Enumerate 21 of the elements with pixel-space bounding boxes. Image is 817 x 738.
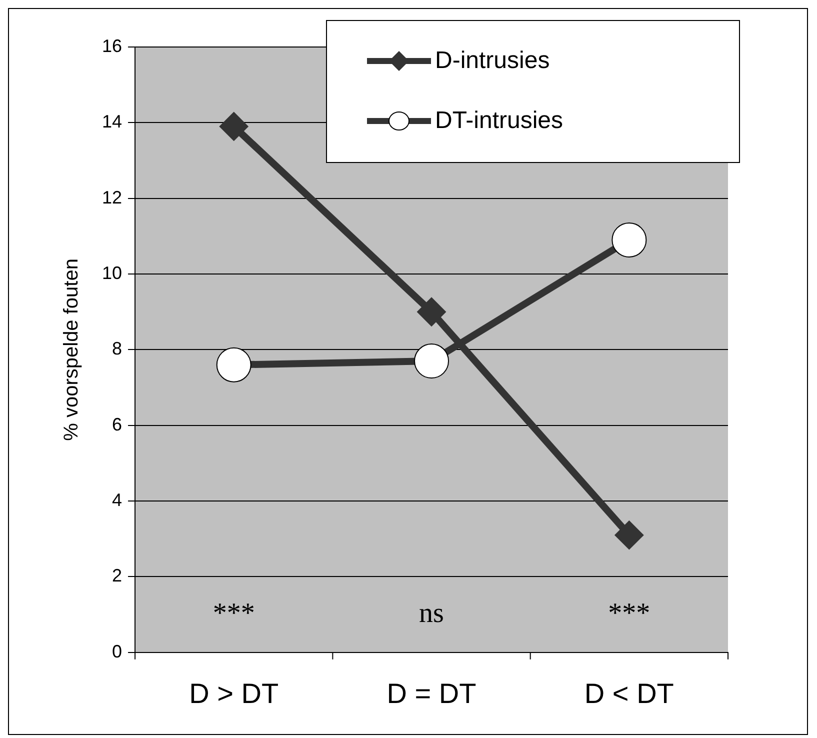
annotation: ns — [419, 598, 444, 629]
y-tick-label: 0 — [112, 641, 122, 662]
point — [614, 520, 644, 550]
annotation: *** — [212, 598, 255, 629]
annotation: *** — [608, 598, 650, 629]
y-tick-label: 8 — [112, 338, 122, 359]
legend-label: DT-intrusies — [435, 107, 564, 135]
y-tick-label: 6 — [112, 414, 122, 434]
x-tick-label: D > DT — [189, 678, 279, 709]
y-tick-label: 10 — [102, 262, 122, 283]
x-tick-label: D < DT — [584, 678, 674, 709]
y-tick-label: 12 — [102, 187, 122, 208]
y-tick-label: 14 — [102, 112, 122, 132]
y-tick-label: 16 — [102, 36, 122, 56]
y-axis-title: % voorspelde fouten — [60, 258, 83, 441]
y-tick-label: 4 — [112, 490, 122, 510]
point — [219, 112, 248, 141]
y-tick-label: 2 — [112, 566, 122, 586]
x-tick-label: D = DT — [386, 678, 476, 709]
legend-label: D-intrusies — [435, 47, 550, 75]
point — [417, 297, 446, 326]
